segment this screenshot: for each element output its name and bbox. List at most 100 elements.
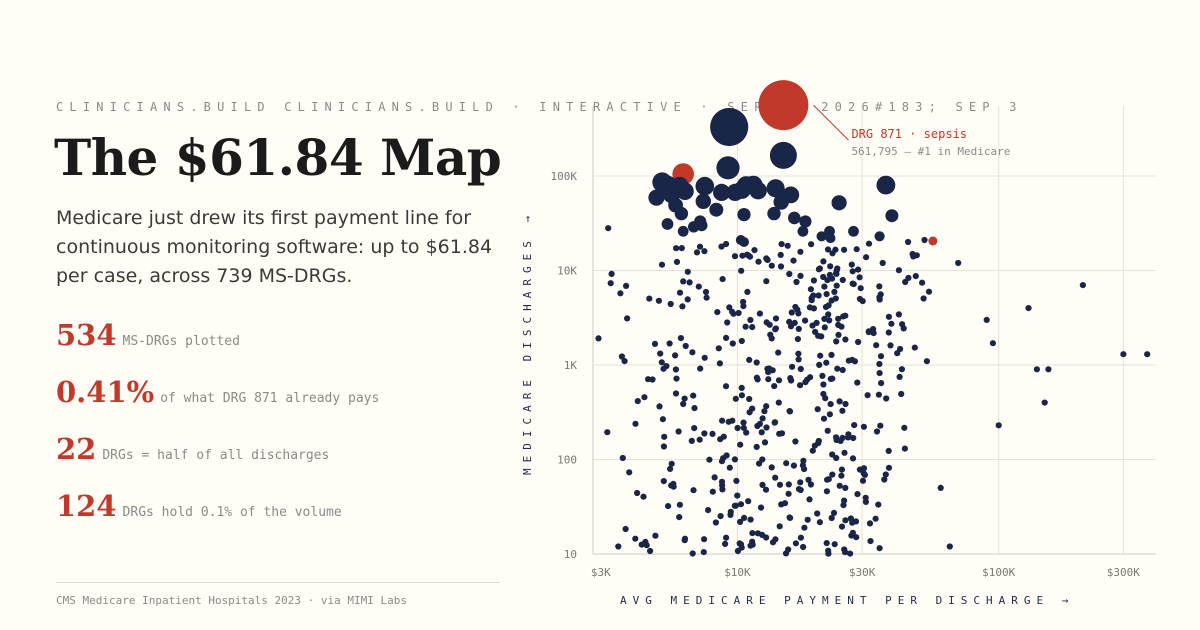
data-point — [749, 181, 767, 200]
data-point — [732, 502, 739, 509]
data-point — [825, 233, 836, 244]
data-point — [885, 464, 893, 471]
data-point — [740, 419, 747, 426]
y-tick-label: 100K — [551, 170, 578, 183]
data-point — [816, 231, 827, 242]
data-point — [660, 443, 668, 450]
data-point — [595, 335, 602, 342]
data-point — [834, 365, 841, 372]
data-point — [767, 206, 781, 221]
data-point — [681, 535, 689, 542]
data-point — [763, 403, 770, 410]
ticks: 10 100 1K 10K 100K $3K $10K $30K $100K $300K — [551, 170, 1141, 579]
data-point — [788, 377, 795, 384]
x-axis-label: AVG MEDICARE PAYMENT PER DISCHARGE → — [620, 594, 1074, 607]
data-point — [624, 315, 631, 322]
x-tick-label: $30K — [849, 566, 876, 579]
data-point — [784, 242, 791, 249]
data-point — [615, 543, 622, 550]
data-point — [835, 331, 842, 338]
data-point — [809, 447, 816, 454]
data-point — [743, 429, 750, 436]
data-point — [701, 248, 708, 255]
data-point — [715, 345, 722, 352]
data-point — [808, 297, 815, 304]
data-point — [794, 306, 801, 313]
data-point — [726, 304, 733, 311]
data-point — [795, 350, 802, 357]
data-point — [1033, 366, 1040, 373]
data-point — [823, 359, 830, 366]
data-point — [828, 514, 835, 522]
data-point — [652, 532, 659, 539]
data-point — [816, 519, 824, 526]
data-point — [640, 493, 647, 500]
data-point — [672, 352, 679, 359]
data-point — [695, 176, 715, 196]
data-point — [660, 478, 667, 485]
data-point — [870, 326, 877, 333]
data-point — [621, 358, 628, 365]
data-point — [887, 342, 894, 349]
data-point — [677, 225, 689, 237]
data-point — [738, 267, 745, 274]
divider — [56, 582, 500, 583]
data-point — [719, 276, 726, 283]
y-tick-label: 1K — [564, 359, 578, 372]
stat-label: DRGs hold 0.1% of the volume — [122, 505, 342, 520]
data-point — [746, 395, 753, 403]
data-point — [785, 490, 792, 497]
data-point — [911, 344, 918, 351]
data-point — [816, 361, 823, 368]
data-point — [712, 519, 720, 526]
stat-drgs-plotted: 534 MS-DRGs plotted — [56, 318, 240, 352]
data-point — [729, 340, 736, 347]
data-point — [885, 313, 893, 320]
data-point — [852, 518, 860, 525]
data-point — [805, 476, 812, 483]
data-point — [691, 425, 698, 432]
data-point — [877, 353, 885, 360]
data-point — [885, 329, 892, 336]
data-point — [795, 356, 802, 363]
data-point — [694, 215, 707, 228]
data-point — [838, 466, 846, 473]
data-point — [659, 416, 667, 423]
data-point — [696, 243, 704, 250]
data-point — [838, 523, 846, 530]
data-point — [684, 268, 691, 275]
data-point — [878, 380, 885, 387]
data-point — [646, 295, 653, 302]
data-point — [859, 477, 867, 484]
page-title: The $61.84 Map — [54, 128, 502, 187]
data-point — [710, 107, 749, 147]
data-point — [649, 376, 656, 383]
data-point — [690, 487, 697, 494]
data-point — [850, 434, 857, 442]
data-point — [1041, 399, 1048, 406]
x-tick-label: $100K — [982, 566, 1015, 579]
data-point — [753, 359, 760, 366]
stat-value: 22 — [56, 432, 97, 466]
data-point — [691, 405, 698, 412]
data-point — [828, 297, 835, 304]
data-point — [735, 309, 742, 317]
stat-half-discharges: 22 DRGs = half of all discharges — [56, 432, 329, 466]
data-point — [716, 360, 724, 367]
data-point — [1079, 282, 1086, 289]
data-point — [673, 258, 681, 265]
data-point — [634, 398, 641, 405]
data-point — [679, 303, 686, 310]
data-point — [778, 501, 785, 508]
data-point — [921, 236, 928, 244]
data-point — [751, 247, 758, 254]
data-point — [901, 445, 909, 452]
data-point — [680, 278, 687, 285]
data-point — [989, 340, 997, 347]
data-point — [745, 498, 752, 505]
y-tick-label: 100 — [557, 453, 577, 466]
data-point — [895, 267, 903, 274]
data-point — [883, 395, 890, 402]
data-point — [746, 356, 753, 363]
data-point — [824, 427, 831, 434]
